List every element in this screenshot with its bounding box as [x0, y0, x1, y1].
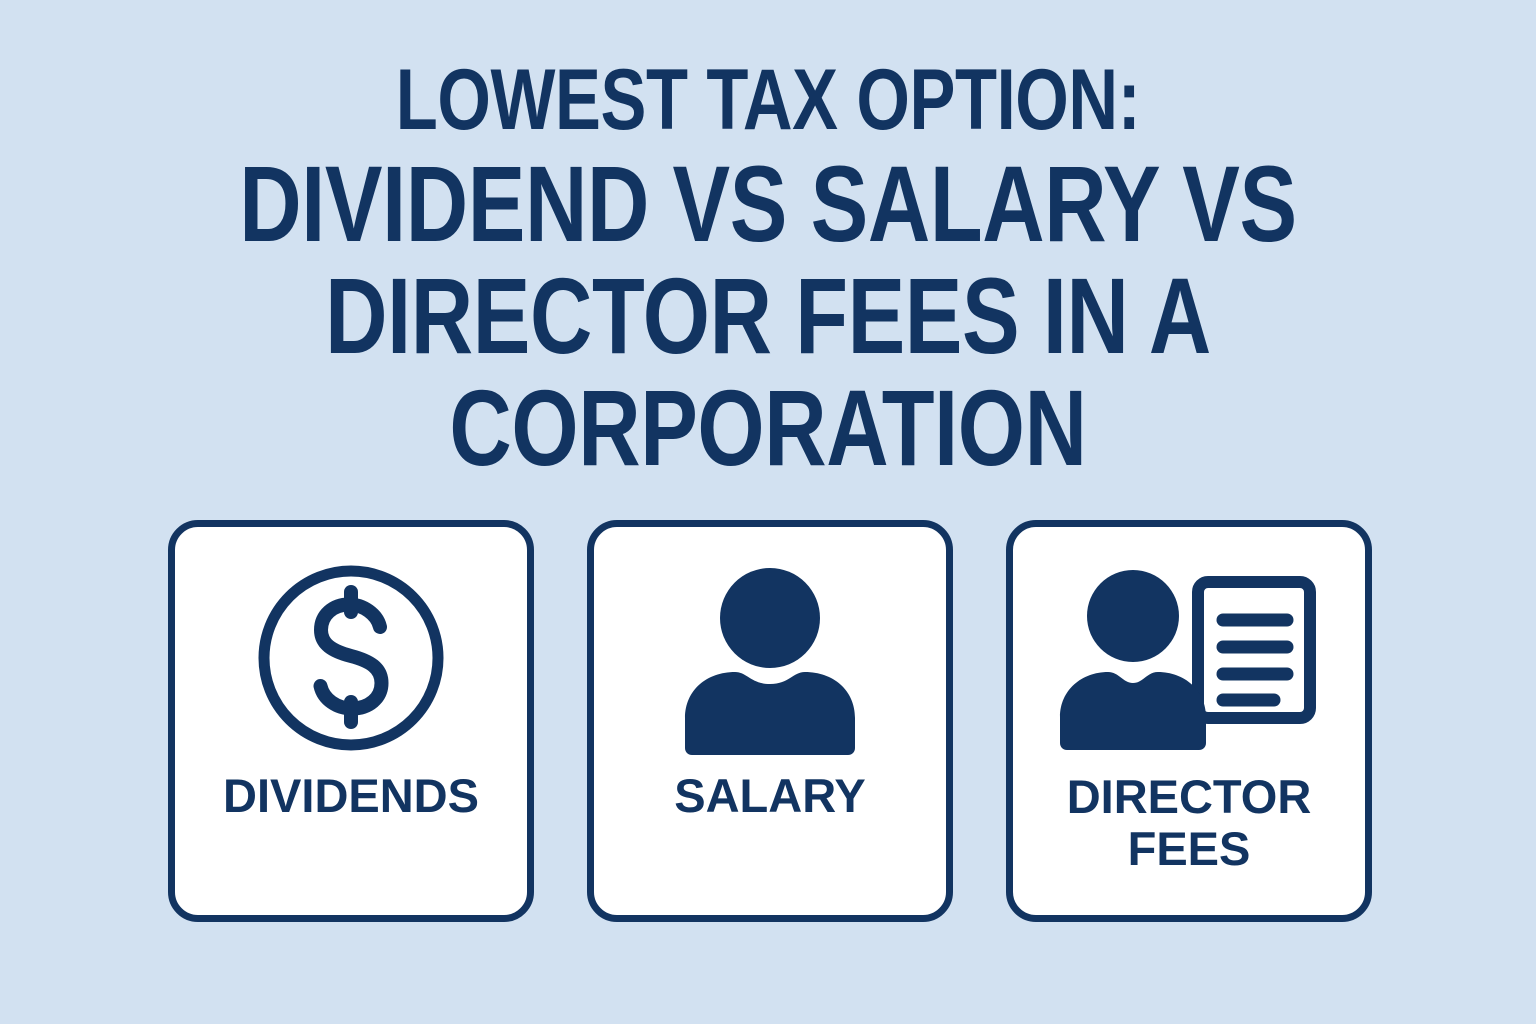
- person-with-document-icon: [1055, 559, 1323, 757]
- dollar-coin-icon: [253, 559, 449, 757]
- person-icon: [675, 559, 865, 757]
- person-shape: [1060, 570, 1206, 750]
- option-cards-row: DIVIDENDS SALARY: [168, 520, 1372, 924]
- card-dividends[interactable]: DIVIDENDS: [168, 520, 534, 922]
- card-salary[interactable]: SALARY: [587, 520, 953, 922]
- title-line-2: DIVIDEND VS SALARY VS: [239, 143, 1297, 264]
- title-line-3: DIRECTOR FEES IN A: [325, 255, 1211, 376]
- card-label-director-fees: DIRECTOR FEES: [1066, 770, 1312, 875]
- card-label-dividends: DIVIDENDS: [223, 769, 479, 822]
- title-line-4: CORPORATION: [449, 367, 1087, 488]
- page-title: LOWEST TAX OPTION: DIVIDEND VS SALARY VS…: [0, 52, 1536, 484]
- document-shape: [1192, 576, 1316, 724]
- card-director-fees[interactable]: DIRECTOR FEES: [1006, 520, 1372, 922]
- title-line-1: LOWEST TAX OPTION:: [395, 52, 1141, 148]
- card-label-salary: SALARY: [674, 769, 866, 822]
